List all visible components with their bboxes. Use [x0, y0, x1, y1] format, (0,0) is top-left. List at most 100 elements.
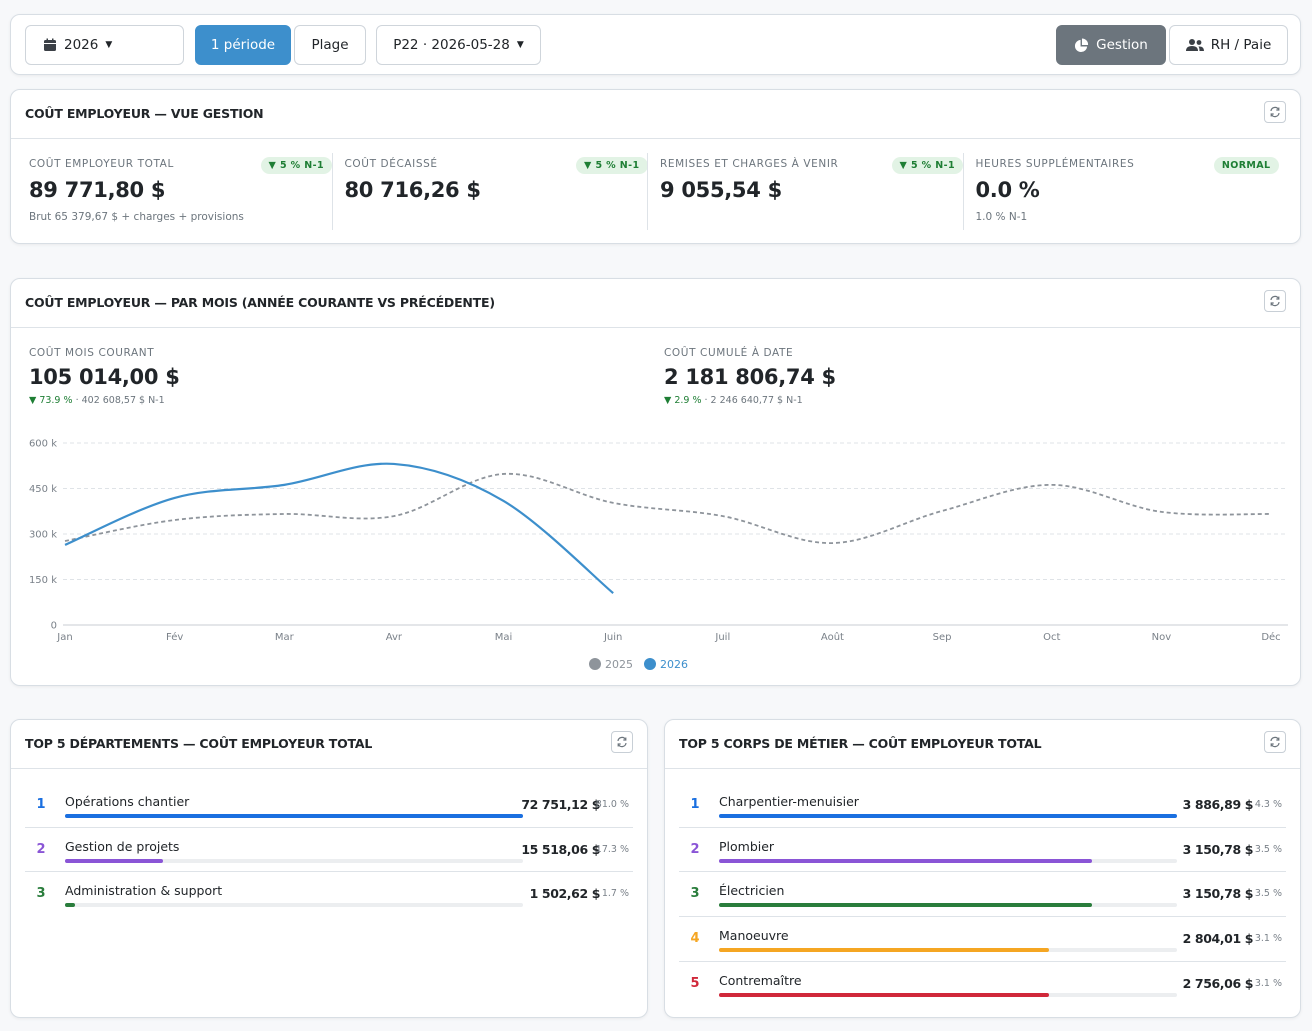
kpi-badge: ▼ 5 % N-1 — [891, 157, 963, 174]
range-button[interactable]: Plage — [294, 25, 366, 65]
share-bar — [65, 858, 163, 863]
row-separator — [679, 916, 1286, 918]
kpi-value: 0.0 % — [975, 178, 1040, 202]
row-name: Manoeuvre — [719, 928, 789, 944]
year-dropdown[interactable]: 2026 ▼ — [25, 25, 184, 65]
y-tick-label: 300 k — [29, 530, 57, 541]
stat-comparison: · 2 246 640,77 $ N-1 — [704, 395, 803, 406]
single-period-label: 1 période — [210, 37, 276, 53]
row-name: Charpentier-menuisier — [719, 794, 859, 809]
single-period-button[interactable]: 1 période — [195, 25, 291, 65]
share-bar — [719, 858, 1092, 863]
trades-card: TOP 5 CORPS DE MÉTIER — COÛT EMPLOYEUR T… — [664, 719, 1301, 1018]
share-bar — [65, 903, 75, 908]
stat-comparison: · 402 608,57 $ N-1 — [75, 395, 165, 406]
legend-label: 2025 — [605, 658, 633, 671]
row-share: 3.1 % — [1254, 933, 1282, 945]
row-separator — [679, 826, 1286, 828]
x-tick-label: Juin — [603, 632, 622, 643]
row-name: Gestion de projets — [65, 838, 180, 854]
stat-label: COÛT MOIS COURANT — [29, 347, 155, 359]
pie-icon — [1075, 37, 1089, 52]
y-tick-label: 150 k — [29, 575, 57, 586]
row-amount: 2 756,06 $ — [1182, 975, 1254, 991]
x-tick-label: Jan — [56, 632, 72, 643]
period-dropdown[interactable]: P22 · 2026-05-28 ▼ — [376, 25, 541, 65]
kpi-badge: ▼ 5 % N-1 — [576, 157, 648, 174]
row-name: Plombier — [719, 838, 775, 854]
row-name: Contremaître — [719, 972, 802, 988]
refresh-icon — [1270, 736, 1280, 748]
share-bar — [719, 948, 1050, 953]
refresh-button[interactable] — [611, 731, 633, 753]
kpi-badge: ▼ 5 % N-1 — [260, 157, 332, 174]
rank: 3 — [690, 886, 700, 902]
row-name: Administration & support — [65, 883, 223, 899]
management-view-button[interactable]: Gestion — [1056, 25, 1166, 65]
share-bar — [65, 814, 523, 818]
card-title: TOP 5 DÉPARTEMENTS — COÛT EMPLOYEUR TOTA… — [25, 736, 373, 751]
y-tick-label: 0 — [51, 621, 57, 632]
rank: 2 — [36, 841, 46, 857]
row-share: 3.1 % — [1254, 977, 1282, 989]
x-tick-label: Mar — [275, 632, 295, 643]
refresh-icon — [617, 736, 627, 748]
stat-change-line: ▼ 2.9 % · 2 246 640,77 $ N-1 — [664, 395, 803, 406]
caret: ▼ — [516, 40, 524, 50]
stat-value: 105 014,00 $ — [29, 365, 180, 389]
departments-card: TOP 5 DÉPARTEMENTS — COÛT EMPLOYEUR TOTA… — [10, 719, 648, 1018]
row-amount: 2 804,01 $ — [1182, 931, 1254, 947]
kpi-note: 1.0 % N-1 — [975, 211, 1028, 223]
row-amount: 15 518,06 $ — [521, 841, 600, 857]
bar-track — [719, 858, 1177, 863]
refresh-button[interactable] — [1264, 101, 1286, 123]
refresh-button[interactable] — [1264, 290, 1286, 312]
kpi-label: HEURES SUPPLÉMENTAIRES — [975, 158, 1135, 170]
rank: 4 — [690, 931, 700, 947]
series-line — [64, 473, 1272, 545]
card-header: COÛT EMPLOYEUR — PAR MOIS (ANNÉE COURANT… — [11, 279, 1300, 328]
card-header: TOP 5 DÉPARTEMENTS — COÛT EMPLOYEUR TOTA… — [11, 720, 647, 769]
hr-view-button[interactable]: RH / Paie — [1169, 25, 1288, 65]
bar-track — [719, 992, 1177, 997]
refresh-button[interactable] — [1264, 731, 1286, 753]
toolbar: 2026 ▼ 1 période Plage P22 · 2026-05-28 ▼ … — [10, 14, 1301, 75]
refresh-icon — [1270, 106, 1280, 118]
legend-swatch — [589, 658, 601, 670]
stat-value: 2 181 806,74 $ — [664, 365, 836, 389]
rank: 3 — [36, 886, 46, 902]
range-label: Plage — [311, 37, 349, 53]
x-tick-label: Avr — [386, 632, 403, 643]
kpi-value: 89 771,80 $ — [29, 178, 166, 202]
kpi-badge: NORMAL — [1213, 157, 1279, 174]
legend-swatch — [644, 658, 656, 670]
row-separator — [25, 826, 633, 828]
calendar-icon — [44, 38, 56, 51]
x-tick-label: Oct — [1043, 632, 1060, 643]
kpi-label: COÛT DÉCAISSÉ — [344, 158, 438, 170]
row-name: Électricien — [719, 883, 785, 899]
row-amount: 3 886,89 $ — [1182, 797, 1254, 812]
x-tick-label: Juil — [714, 632, 730, 643]
row-share: 3.5 % — [1254, 843, 1282, 855]
bar-track — [65, 903, 523, 908]
y-tick-label: 600 k — [29, 439, 57, 450]
series-line — [64, 462, 614, 594]
x-tick-label: Août — [821, 631, 844, 643]
bar-track — [65, 858, 523, 863]
share-bar — [719, 992, 1050, 997]
row-share: 1.7 % — [601, 888, 629, 900]
bar-track — [65, 814, 523, 818]
stat-change-line: ▼ 73.9 % · 402 608,57 $ N-1 — [29, 395, 165, 406]
share-bar — [719, 903, 1092, 908]
legend-label: 2026 — [660, 658, 688, 671]
row-share: 4.3 % — [1254, 799, 1282, 810]
legend: 2025 2026 — [589, 658, 688, 671]
row-share: 81.0 % — [595, 799, 629, 810]
row-name: Opérations chantier — [65, 794, 190, 809]
row-separator — [679, 871, 1286, 873]
x-tick-label: Fév — [166, 631, 183, 643]
row-separator — [25, 871, 633, 873]
